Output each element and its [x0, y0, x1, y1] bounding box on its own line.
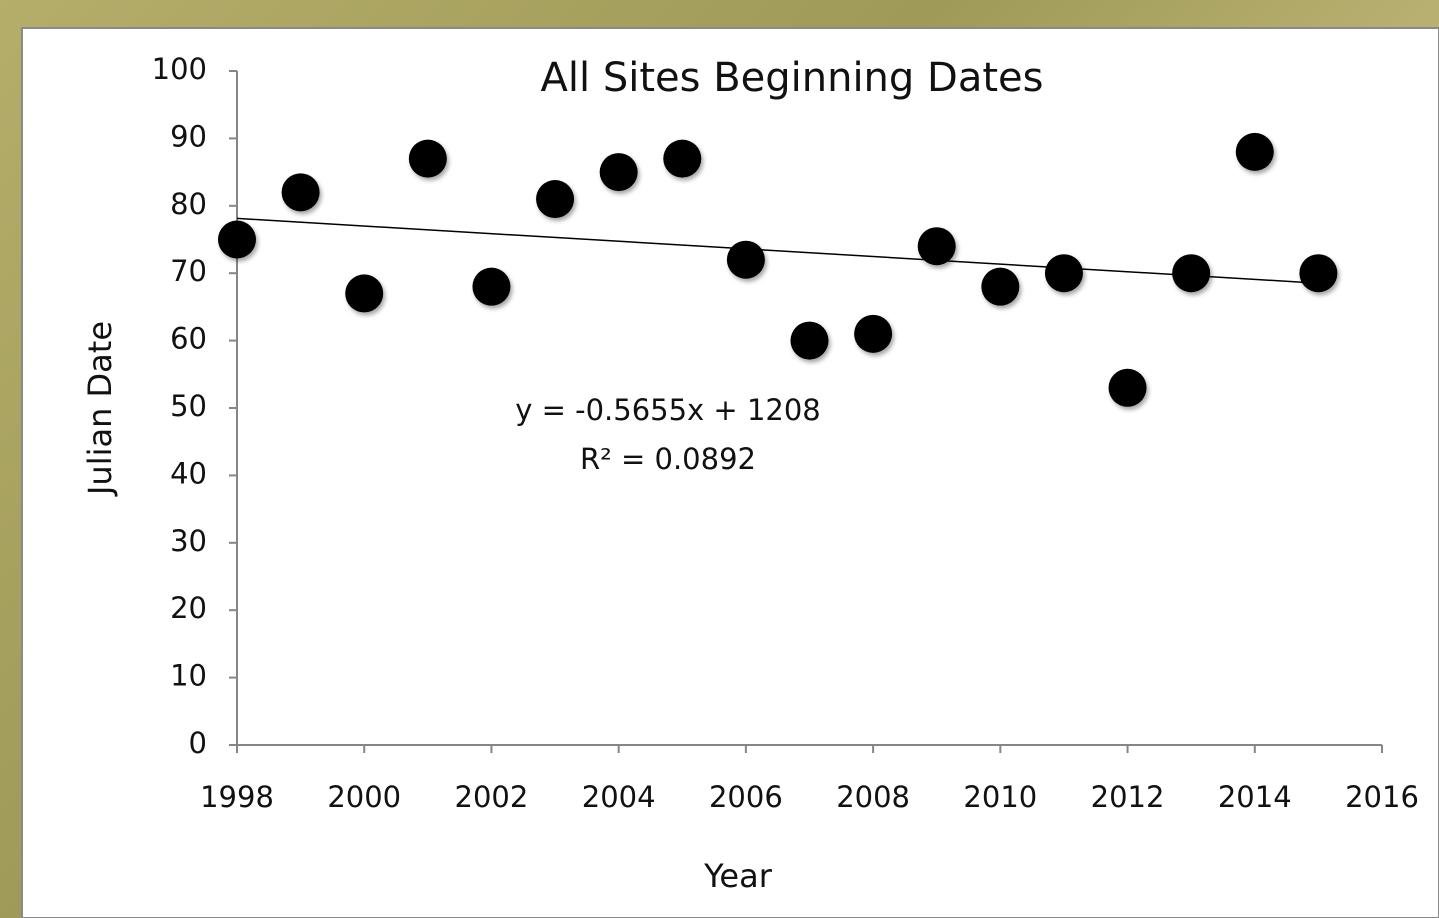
- y-tick-label: 60: [170, 322, 207, 356]
- x-tick-label: 2010: [963, 780, 1037, 814]
- y-tick-label: 50: [170, 389, 207, 423]
- x-axis-label: Year: [703, 857, 773, 895]
- x-tick-label: 2004: [582, 780, 656, 814]
- data-point: [1299, 254, 1338, 293]
- y-tick-label: 0: [189, 726, 207, 760]
- data-point: [599, 153, 638, 192]
- x-tick-label: 2014: [1218, 780, 1292, 814]
- chart-title: All Sites Beginning Dates: [541, 55, 1044, 101]
- y-tick-label: 70: [170, 254, 207, 288]
- x-tick-label: 2006: [709, 780, 783, 814]
- data-point: [345, 274, 384, 313]
- data-point: [854, 314, 893, 353]
- y-tick-label: 20: [170, 591, 207, 625]
- x-tick-label: 2016: [1345, 780, 1419, 814]
- x-tick-label: 1998: [200, 780, 274, 814]
- y-axis-label: Julian Date: [81, 321, 119, 497]
- data-point: [1044, 254, 1083, 293]
- data-point: [917, 227, 956, 266]
- data-point: [1172, 254, 1211, 293]
- data-point: [281, 173, 320, 212]
- y-tick-label: 10: [170, 659, 207, 693]
- y-tick-label: 90: [170, 119, 207, 153]
- data-point: [1235, 132, 1274, 171]
- data-point: [408, 139, 447, 178]
- data-point: [981, 267, 1020, 306]
- chart-area: [21, 27, 1439, 918]
- y-tick-label: 100: [152, 52, 207, 86]
- y-tick-label: 30: [170, 524, 207, 558]
- trendline-equation: y = -0.5655x + 1208: [515, 393, 821, 427]
- data-point: [536, 180, 575, 219]
- x-tick-label: 2002: [455, 780, 529, 814]
- data-point: [663, 139, 702, 178]
- x-tick-label: 2008: [836, 780, 910, 814]
- data-point: [218, 220, 256, 259]
- trendline: [236, 217, 1319, 284]
- x-tick-label: 2000: [327, 780, 401, 814]
- data-point: [726, 240, 765, 279]
- data-point: [790, 321, 829, 360]
- x-tick-label: 2012: [1091, 780, 1165, 814]
- y-tick-label: 40: [170, 456, 207, 490]
- data-point: [1108, 368, 1147, 407]
- y-tick-label: 80: [170, 187, 207, 221]
- r-squared: R² = 0.0892: [580, 442, 756, 476]
- data-point: [472, 267, 511, 306]
